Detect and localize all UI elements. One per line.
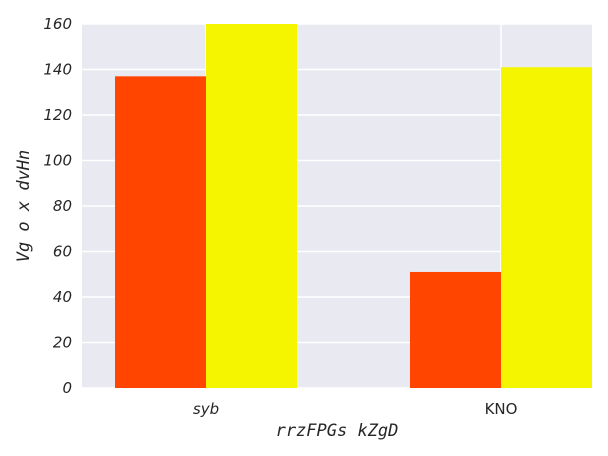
y-tick-label: 120 [43, 106, 72, 124]
x-tick-label: syb [193, 400, 219, 418]
y-axis-label: Vg o x dvHn [14, 150, 34, 263]
bar-series-2 [206, 24, 297, 388]
y-tick-label: 160 [43, 15, 72, 33]
bar-series-2 [501, 67, 592, 388]
y-tick-label: 60 [53, 243, 72, 261]
bar-series-1 [410, 271, 501, 388]
y-tick-label: 0 [62, 379, 72, 397]
x-axis-label: rrzFPGs kZgD [276, 421, 399, 441]
y-axis-ticks: 0 20 40 60 80 100 120 140 160 [43, 15, 72, 397]
y-tick-label: 80 [53, 197, 72, 215]
y-tick-label: 140 [43, 61, 72, 79]
y-tick-label: 40 [53, 288, 72, 306]
y-tick-label: 20 [53, 334, 72, 352]
bar-series-1 [115, 76, 206, 388]
y-tick-label: 100 [43, 152, 72, 170]
x-tick-label: KNO [485, 400, 518, 418]
x-axis-ticks: syb KNO [193, 400, 518, 418]
bars [115, 24, 592, 388]
